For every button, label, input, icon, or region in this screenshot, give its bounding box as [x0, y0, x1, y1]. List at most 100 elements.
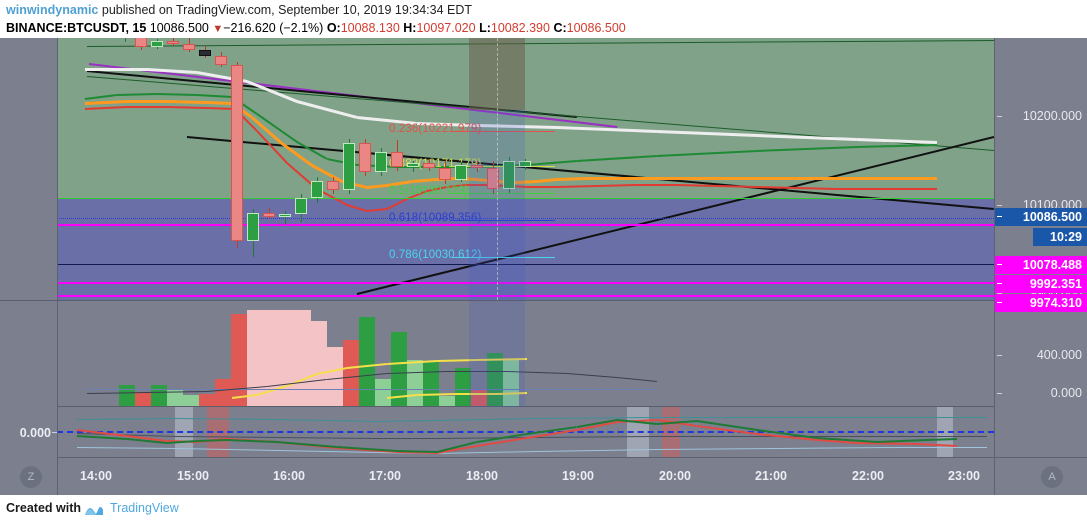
volume-pane-left-gutter — [0, 301, 58, 407]
volume-bar — [135, 391, 151, 407]
candle — [215, 38, 227, 300]
open-label: O: — [326, 21, 341, 35]
level-badge-2[interactable]: 9992.351 — [995, 275, 1087, 293]
price-scale-badge-tick — [997, 216, 1002, 217]
oscillator-band-teal — [897, 417, 987, 418]
candle-body — [359, 142, 371, 173]
magenta-1 — [57, 224, 994, 226]
time-axis-label: 23:00 — [948, 469, 980, 483]
oscillator-band-lightblue — [776, 447, 897, 449]
scroll-right-button[interactable]: A — [1041, 466, 1063, 488]
ma-orange-line — [857, 177, 917, 180]
time-axis-divider-left — [57, 458, 58, 496]
candle — [311, 38, 323, 300]
candle — [359, 38, 371, 300]
volume-ma-dark — [447, 371, 507, 372]
volume-ma-yellow — [436, 359, 478, 362]
volume-ma-dark — [616, 377, 658, 382]
price-pane[interactable]: 0.236(10221.979) 0.382(10171.179) 0.5(1013… — [0, 38, 994, 300]
ma-red-line — [527, 186, 557, 188]
price-scale[interactable]: 10200.000 10100.000 9900.000 400.000 0.000 10… — [994, 38, 1087, 457]
high-value: 10097.020 — [416, 21, 476, 35]
fib-label-3: 0.618(10089.356) — [389, 212, 482, 224]
level-badge-3[interactable]: 9974.310 — [995, 294, 1087, 312]
oscillator-band-lightblue — [76, 447, 177, 449]
ma-red-line — [877, 188, 917, 190]
oscillator-midline — [897, 436, 987, 437]
volume-baseline — [197, 389, 257, 390]
magenta-3 — [57, 295, 994, 297]
open-value: 10088.130 — [340, 21, 400, 35]
fib-line-4 — [453, 257, 555, 258]
ma-white-line — [85, 68, 147, 71]
time-axis-label: 14:00 — [80, 469, 112, 483]
fib-label-0: 0.236(10221.979) — [389, 123, 482, 135]
down-arrow-icon: ▼ — [212, 23, 224, 35]
candle-body — [231, 64, 243, 242]
candle — [407, 38, 419, 300]
volume-bar — [215, 379, 231, 407]
candle — [295, 38, 307, 300]
oscillator-pane-left-gutter: 0.000 — [0, 407, 58, 458]
candle — [439, 38, 451, 300]
ma-red-line — [467, 184, 487, 186]
countdown-badge[interactable]: 10:29 — [1033, 228, 1087, 246]
price-plot-area[interactable]: 0.236(10221.979) 0.382(10171.179) 0.5(1013… — [57, 38, 994, 300]
volume-ma-dark — [566, 373, 618, 378]
scroll-left-button[interactable]: Z — [20, 466, 42, 488]
symbol-label[interactable]: BINANCE:BTCUSDT, 15 — [6, 21, 147, 35]
time-axis-divider-right — [994, 458, 995, 496]
time-axis-label: 17:00 — [369, 469, 401, 483]
oscillator-band-teal — [276, 419, 378, 422]
fib-label-4: 0.786(10030.612) — [389, 249, 482, 261]
volume-bar — [183, 394, 199, 407]
close-value: 10086.500 — [566, 21, 626, 35]
oscillator-midline — [377, 438, 437, 439]
tradingview-logo-icon — [84, 503, 104, 523]
ma-orange-line — [587, 177, 617, 180]
last-price-value: 10086.500 — [149, 21, 209, 35]
low-value: 10082.390 — [490, 21, 550, 35]
volume-bar — [391, 332, 407, 407]
candle-body — [167, 40, 179, 44]
candle-body — [487, 168, 499, 189]
author-name[interactable]: winwindynamic — [6, 3, 99, 17]
ma-orange-line — [617, 177, 657, 180]
price-scale-tick-mark — [997, 393, 1002, 394]
oscillator-band-teal — [436, 418, 538, 421]
chart-frame[interactable]: 0.236(10221.979) 0.382(10171.179) 0.5(1013… — [0, 38, 1087, 496]
oscillator-band-teal — [657, 417, 777, 418]
time-axis[interactable]: Z A 14:00 15:00 16:00 17:00 18:00 19:00 20:00 2… — [0, 457, 1087, 496]
candle-body — [407, 163, 419, 168]
panes-container[interactable]: 0.236(10221.979) 0.382(10171.179) 0.5(1013… — [0, 38, 994, 458]
volume-bar — [455, 367, 471, 407]
candle — [279, 38, 291, 300]
candle-body — [519, 160, 531, 168]
price-scale-tick-mark — [997, 116, 1002, 117]
oscillator-band-teal — [777, 417, 897, 418]
last-price-badge[interactable]: 10086.500 — [995, 208, 1087, 226]
level-badge-1[interactable]: 10078.488 — [995, 256, 1087, 274]
ma-red-line — [127, 106, 167, 108]
volume-bar — [151, 385, 167, 407]
candle-body — [295, 197, 307, 215]
oscillator-pane[interactable]: 0.000 — [0, 406, 994, 458]
volume-pane[interactable] — [0, 300, 994, 407]
oscillator-zero-label: 0.000 — [19, 426, 51, 440]
candle — [471, 38, 483, 300]
candle-body — [247, 213, 259, 242]
volume-plot-area[interactable] — [57, 301, 994, 407]
volume-bar — [487, 352, 503, 407]
oscillator-band-teal — [76, 418, 177, 420]
cursor-vertical-dashed-line — [497, 38, 498, 300]
volume-bar — [167, 389, 183, 407]
oscillator-plot-area[interactable] — [57, 407, 994, 458]
fib-label-2: 0.5(10130.123) — [389, 185, 469, 197]
price-scale-tick-mark — [997, 205, 1002, 206]
time-axis-label: 18:00 — [466, 469, 498, 483]
candle — [343, 38, 355, 300]
oscillator-midline — [276, 437, 377, 439]
candle-body — [327, 181, 339, 191]
price-scale-badge-tick — [997, 283, 1002, 284]
